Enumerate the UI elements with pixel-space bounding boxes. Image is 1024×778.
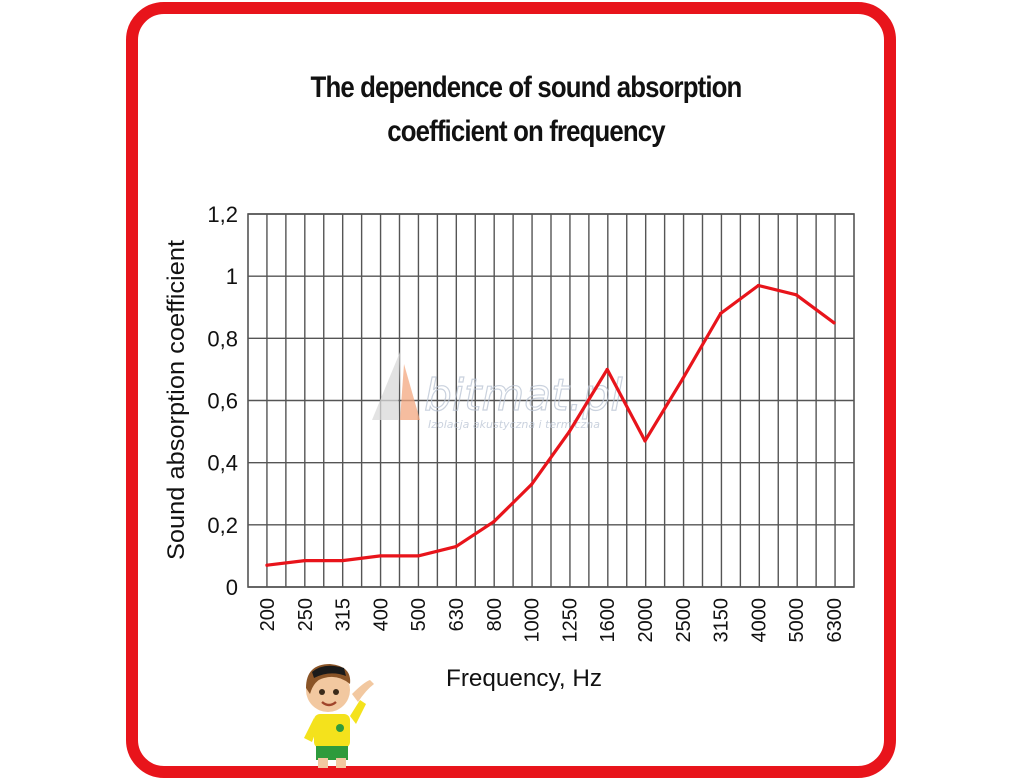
data-point <box>341 558 345 563</box>
data-point <box>643 439 647 443</box>
data-point <box>832 321 836 325</box>
data-point <box>567 429 572 434</box>
chart-grid <box>247 213 855 588</box>
x-tick-labels: 200 250 315 400 500 630 800 1000 1250 1600 2000 250… <box>257 598 846 643</box>
data-point <box>303 558 307 563</box>
chart-title: The dependence of sound absorption coeff… <box>242 66 810 154</box>
x-tick-label: 2000 <box>635 598 657 643</box>
data-point <box>378 554 382 558</box>
watermark-logo-icon-accent <box>400 364 420 420</box>
x-tick-label: 1250 <box>559 598 581 643</box>
watermark-tagline: Izolacja akustyczna i termiczna <box>428 418 600 431</box>
watermark-brand: bitmat.pl <box>424 370 623 421</box>
x-tick-label: 500 <box>408 598 430 631</box>
y-axis-label: Sound absorption coefficient <box>163 240 190 560</box>
chart-title-line-2: coefficient on frequency <box>387 115 665 148</box>
chart-title-line-1: The dependence of sound absorption <box>310 71 743 104</box>
y-tick-label: 0,8 <box>207 326 238 351</box>
y-tick-label: 0,2 <box>207 513 238 538</box>
x-tick-label: 1600 <box>597 598 619 643</box>
x-tick-label: 200 <box>257 598 279 631</box>
red-rounded-frame <box>126 2 896 778</box>
x-tick-label: 2500 <box>673 598 695 643</box>
data-point <box>681 377 685 381</box>
cartoon-boy-mascot-icon <box>304 664 374 768</box>
x-tick-label: 4000 <box>748 598 770 643</box>
x-tick-label: 1000 <box>522 598 544 643</box>
y-tick-label: 0,6 <box>207 389 238 414</box>
data-point <box>416 554 420 558</box>
x-tick-label: 6300 <box>824 598 846 643</box>
watermark: bitmat.pl Izolacja akustyczna i termiczn… <box>372 352 624 431</box>
data-point <box>492 520 496 524</box>
x-tick-label: 5000 <box>786 598 808 643</box>
x-tick-label: 630 <box>446 598 468 631</box>
y-tick-label: 0,4 <box>207 451 238 476</box>
x-tick-label: 315 <box>333 598 355 631</box>
data-point <box>530 482 534 487</box>
y-tick-labels: 0 0,2 0,4 0,6 0,8 1 1,2 <box>207 202 238 600</box>
data-point <box>265 563 269 567</box>
series-line <box>265 283 836 567</box>
x-tick-label: 250 <box>295 598 317 631</box>
y-tick-label: 1,2 <box>207 202 238 227</box>
y-tick-label: 0 <box>226 575 238 600</box>
x-tick-label: 400 <box>370 598 392 631</box>
x-axis-label: Frequency, Hz <box>446 665 602 692</box>
data-point <box>719 311 723 316</box>
watermark-logo-icon <box>372 352 400 420</box>
data-point <box>756 283 761 288</box>
data-point <box>454 544 458 549</box>
data-point <box>605 367 609 372</box>
x-tick-label: 3150 <box>711 598 733 643</box>
x-tick-label: 800 <box>484 598 506 631</box>
series-layer <box>265 283 836 567</box>
data-point <box>794 293 798 297</box>
y-tick-label: 1 <box>226 264 238 289</box>
